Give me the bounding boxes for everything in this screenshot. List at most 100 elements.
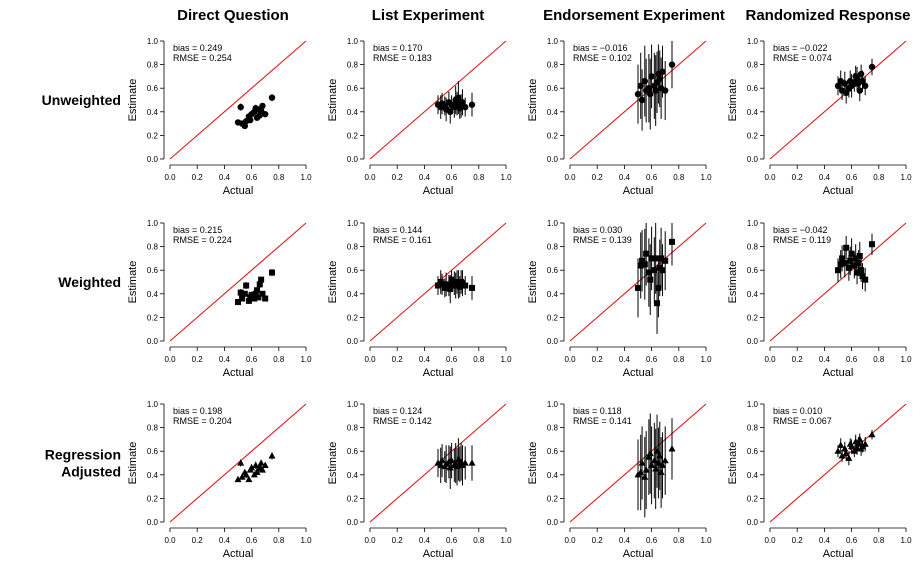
x-tick-label: 0.8 bbox=[273, 536, 285, 545]
panel: 0.0 0.2 0.4 0.6 0.8 1.0 0.0 0.2 0.4 0.6 0.8 1.0 Actu… bbox=[527, 37, 712, 197]
rmse-label: RMSE = 0.139 bbox=[573, 235, 632, 245]
y-tick-label: 0.8 bbox=[347, 61, 359, 70]
y-tick-label: 0.0 bbox=[347, 337, 359, 346]
x-tick-label: 0.2 bbox=[592, 536, 604, 545]
data-point bbox=[256, 462, 264, 470]
x-tick-label: 0.0 bbox=[764, 536, 776, 545]
x-tick-label: 0.6 bbox=[446, 536, 458, 545]
data-point bbox=[237, 289, 244, 296]
column-header: List Experiment bbox=[372, 7, 485, 24]
data-point bbox=[259, 290, 266, 297]
x-tick-label: 1.0 bbox=[700, 355, 712, 364]
rmse-label: RMSE = 0.161 bbox=[373, 235, 432, 245]
y-tick-label: 1.0 bbox=[747, 219, 759, 228]
data-point bbox=[862, 82, 869, 90]
y-tick-label: 0.4 bbox=[347, 471, 359, 480]
y-tick-label: 0.2 bbox=[347, 313, 359, 322]
y-tick-label: 1.0 bbox=[547, 219, 559, 228]
data-point bbox=[835, 267, 841, 274]
data-point bbox=[661, 456, 669, 464]
data-point bbox=[635, 284, 641, 291]
data-point bbox=[868, 430, 876, 438]
rmse-label: RMSE = 0.142 bbox=[373, 416, 432, 426]
y-tick-label: 0.2 bbox=[547, 313, 559, 322]
y-tick-label: 0.4 bbox=[747, 290, 759, 299]
rmse-label: RMSE = 0.102 bbox=[573, 53, 632, 63]
bias-label: bias = 0.010 bbox=[773, 406, 822, 416]
x-tick-label: 0.6 bbox=[846, 355, 858, 364]
rmse-label: RMSE = 0.067 bbox=[773, 416, 832, 426]
data-point bbox=[462, 282, 469, 289]
x-tick-label: 0.8 bbox=[873, 173, 885, 182]
data-point bbox=[647, 276, 654, 283]
x-tick-label: 0.4 bbox=[819, 536, 831, 545]
x-axis-label: Actual bbox=[223, 185, 254, 197]
x-axis-label: Actual bbox=[423, 548, 454, 560]
y-tick-label: 0.4 bbox=[147, 290, 159, 299]
y-tick-label: 0.2 bbox=[147, 313, 159, 322]
bias-label: bias = 0.030 bbox=[573, 225, 622, 235]
x-axis-label: Actual bbox=[823, 548, 854, 560]
data-point bbox=[237, 459, 245, 466]
reference-line bbox=[169, 40, 307, 160]
rmse-label: RMSE = 0.074 bbox=[773, 53, 832, 63]
data-point bbox=[447, 286, 454, 293]
panel: 0.0 0.2 0.4 0.6 0.8 1.0 0.0 0.2 0.4 0.6 0.8 1.0 Actu… bbox=[527, 219, 712, 379]
y-tick-label: 0.4 bbox=[347, 108, 359, 117]
data-point bbox=[648, 73, 655, 80]
x-tick-label: 1.0 bbox=[900, 173, 912, 182]
x-tick-label: 0.0 bbox=[564, 173, 576, 182]
x-tick-label: 0.0 bbox=[764, 355, 776, 364]
x-tick-label: 0.0 bbox=[164, 173, 176, 182]
data-point bbox=[834, 82, 842, 90]
bias-label: bias = 0.144 bbox=[373, 225, 422, 235]
data-point bbox=[834, 447, 842, 454]
data-point bbox=[658, 255, 665, 262]
x-tick-label: 0.4 bbox=[219, 536, 231, 545]
panel: 0.0 0.2 0.4 0.6 0.8 1.0 0.0 0.2 0.4 0.6 0.8 1.0 Actu… bbox=[527, 400, 712, 560]
y-tick-label: 1.0 bbox=[347, 37, 359, 46]
data-point bbox=[242, 471, 250, 478]
data-point bbox=[638, 459, 646, 466]
y-tick-label: 1.0 bbox=[747, 37, 759, 46]
y-tick-label: 0.6 bbox=[747, 447, 759, 456]
y-tick-label: 0.8 bbox=[147, 243, 159, 252]
y-tick-label: 0.6 bbox=[747, 84, 759, 93]
reference-line bbox=[169, 222, 307, 342]
data-point bbox=[837, 261, 844, 268]
data-point bbox=[448, 456, 456, 464]
data-point bbox=[668, 445, 676, 452]
x-tick-label: 0.8 bbox=[273, 355, 285, 364]
panel: 0.0 0.2 0.4 0.6 0.8 1.0 0.0 0.2 0.4 0.6 0.8 1.0 Actu… bbox=[327, 37, 512, 197]
data-point bbox=[854, 269, 861, 276]
data-point bbox=[847, 257, 854, 264]
row-header: Unweighted bbox=[42, 92, 121, 108]
data-point bbox=[258, 466, 266, 473]
data-point bbox=[468, 101, 476, 108]
rmse-label: RMSE = 0.224 bbox=[173, 235, 232, 245]
data-point bbox=[659, 68, 666, 75]
y-tick-label: 1.0 bbox=[547, 37, 559, 46]
data-point bbox=[269, 269, 275, 276]
data-point bbox=[239, 295, 246, 302]
data-point bbox=[839, 255, 846, 262]
x-tick-label: 0.0 bbox=[364, 355, 376, 364]
row-header: Adjusted bbox=[61, 464, 121, 480]
rmse-label: RMSE = 0.141 bbox=[573, 416, 632, 426]
y-axis-label: Estimate bbox=[327, 79, 339, 122]
y-axis-label: Estimate bbox=[727, 442, 739, 485]
y-tick-label: 0.4 bbox=[547, 290, 559, 299]
y-tick-label: 0.0 bbox=[147, 518, 159, 527]
y-tick-label: 0.0 bbox=[147, 337, 159, 346]
data-point bbox=[862, 276, 869, 283]
x-tick-label: 0.8 bbox=[473, 355, 485, 364]
data-point bbox=[268, 94, 276, 101]
x-tick-label: 0.4 bbox=[819, 355, 831, 364]
data-point bbox=[262, 295, 269, 302]
data-point bbox=[639, 257, 646, 264]
x-tick-label: 1.0 bbox=[500, 536, 512, 545]
data-point bbox=[669, 238, 675, 245]
x-tick-label: 0.6 bbox=[446, 355, 458, 364]
y-tick-label: 0.2 bbox=[747, 131, 759, 140]
